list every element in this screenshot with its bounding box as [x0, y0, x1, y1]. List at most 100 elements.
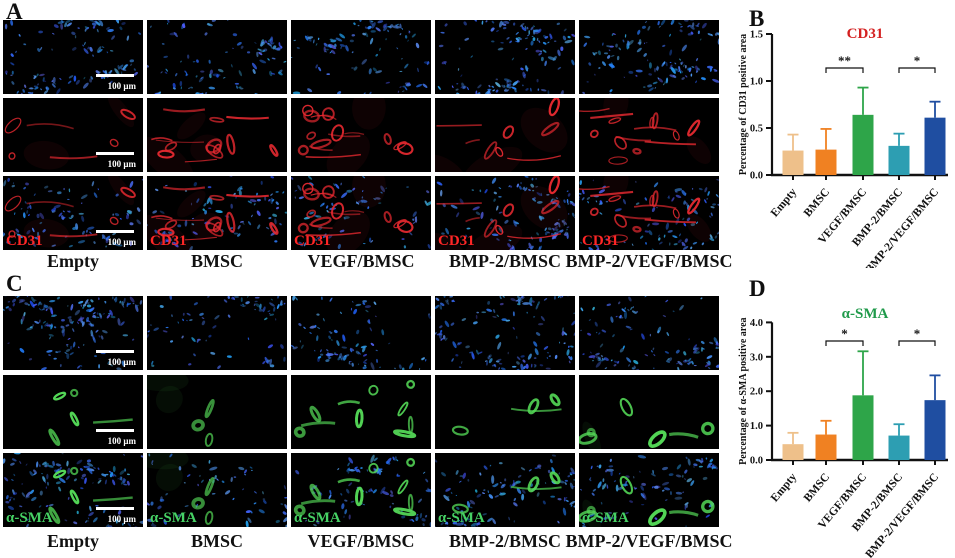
scale-bar [96, 350, 134, 353]
significance-bracket [825, 340, 864, 346]
micrograph-tile [147, 296, 287, 370]
micrograph-image [291, 453, 431, 527]
micrograph-image [147, 296, 287, 370]
marker-overlay-label: α-SMA [582, 510, 629, 526]
micrograph-tile: 100 μm CD31 [3, 176, 143, 250]
bar [815, 434, 837, 460]
y-axis-title: Percentage of CD31 positive area [738, 34, 749, 175]
y-tick-label: 2.0 [750, 387, 763, 398]
bar [852, 114, 874, 175]
significance-bracket [825, 67, 864, 73]
panel-b-label: B [749, 6, 764, 31]
bar [924, 400, 946, 460]
micrograph-tile [291, 375, 431, 449]
micrograph-tile [435, 375, 575, 449]
micrograph-image [435, 176, 575, 250]
micrograph-tile [147, 98, 287, 172]
x-tick-label: Empty [769, 471, 800, 504]
scale-bar [96, 507, 134, 510]
scale-bar-label: 100 μm [107, 237, 136, 247]
group-label: BMP-2/VEGF/BMSC [565, 251, 733, 271]
micrograph-image [3, 176, 143, 250]
bar [888, 145, 910, 175]
group-label: BMSC [190, 531, 244, 551]
micrograph-image [579, 296, 719, 370]
micrograph-tile: α-SMA [579, 453, 719, 527]
panel-d-label: D [749, 276, 766, 301]
bar [782, 444, 804, 460]
micrograph-tile [579, 375, 719, 449]
micrograph-image [291, 296, 431, 370]
micrograph-tile: 100 μm [3, 375, 143, 449]
y-tick-label: 0.0 [750, 171, 763, 182]
micrograph-tile: α-SMA [291, 453, 431, 527]
group-label: VEGF/BMSC [307, 251, 415, 271]
significance-label: * [914, 53, 921, 68]
marker-overlay-label: α-SMA [6, 510, 53, 526]
micrograph-tile [147, 20, 287, 94]
marker-overlay-label: CD31 [6, 233, 43, 249]
marker-overlay-label: CD31 [438, 233, 475, 249]
micrograph-image [579, 20, 719, 94]
significance-label: * [841, 326, 848, 341]
micrograph-tile: CD31 [291, 176, 431, 250]
scale-bar [96, 429, 134, 432]
micrograph-image [3, 375, 143, 449]
micrograph-tile: 100 μm α-SMA [3, 453, 143, 527]
micrograph-tile: CD31 [579, 176, 719, 250]
chart-title: α-SMA [842, 306, 889, 322]
marker-overlay-label: α-SMA [438, 510, 485, 526]
group-label: VEGF/BMSC [307, 531, 415, 551]
y-tick-label: 1.0 [750, 421, 763, 432]
bar [924, 117, 946, 175]
group-label: Empty [46, 531, 100, 551]
micrograph-tile: α-SMA [147, 453, 287, 527]
micrograph-tile [579, 98, 719, 172]
bar [815, 149, 837, 175]
micrograph-image [435, 20, 575, 94]
panel-c-label: C [6, 271, 23, 296]
scale-bar-label: 100 μm [107, 514, 136, 524]
micrograph-image [579, 176, 719, 250]
micrograph-image [435, 296, 575, 370]
y-tick-label: 1.5 [750, 30, 763, 41]
panel-a-label: A [6, 0, 23, 24]
micrograph-tile [435, 20, 575, 94]
micrograph-tile: CD31 [435, 176, 575, 250]
x-tick-label: BMSC [802, 186, 833, 219]
bar [888, 435, 910, 460]
micrograph-tile: 100 μm [3, 296, 143, 370]
scale-bar-label: 100 μm [107, 81, 136, 91]
marker-overlay-label: α-SMA [150, 510, 197, 526]
marker-overlay-label: CD31 [582, 233, 619, 249]
group-label: Empty [46, 251, 100, 271]
marker-overlay-label: α-SMA [294, 510, 341, 526]
x-tick-label: BMSC [802, 471, 833, 504]
significance-label: * [914, 326, 921, 341]
micrograph-image [3, 98, 143, 172]
y-tick-label: 1.0 [750, 77, 763, 88]
group-label: BMP-2/BMSC [449, 251, 561, 271]
micrograph-image [291, 176, 431, 250]
micrograph-image [147, 176, 287, 250]
y-tick-label: 3.0 [750, 352, 763, 363]
scale-bar [96, 152, 134, 155]
micrograph-tile: α-SMA [435, 453, 575, 527]
scale-bar-label: 100 μm [107, 357, 136, 367]
scale-bar [96, 74, 134, 77]
micrograph-tile: 100 μm [3, 98, 143, 172]
micrograph-tile [291, 20, 431, 94]
micrograph-image [291, 375, 431, 449]
bar [782, 150, 804, 175]
micrograph-tile [579, 296, 719, 370]
x-tick-label: Empty [769, 186, 800, 219]
micrograph-tile: CD31 [147, 176, 287, 250]
micrograph-image [579, 453, 719, 527]
y-axis-title: Percentage of α-SMA positive area [738, 317, 749, 464]
y-tick-label: 4.0 [750, 318, 763, 329]
micrograph-image [579, 98, 719, 172]
significance-bracket [898, 340, 936, 346]
